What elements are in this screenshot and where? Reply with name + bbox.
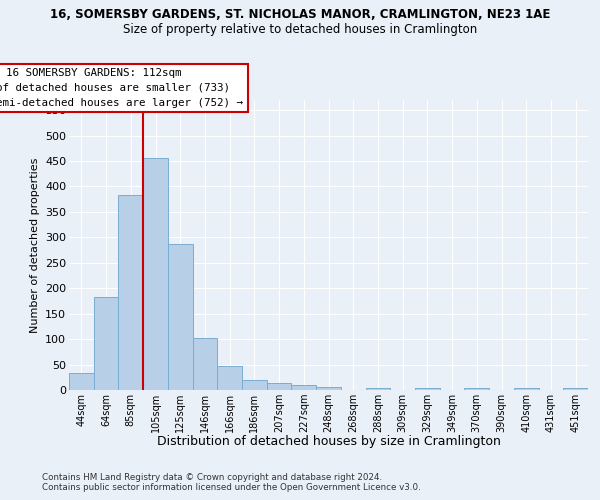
Bar: [464, 388, 489, 390]
Text: 16, SOMERSBY GARDENS, ST. NICHOLAS MANOR, CRAMLINGTON, NE23 1AE: 16, SOMERSBY GARDENS, ST. NICHOLAS MANOR…: [50, 8, 550, 20]
Bar: [316, 388, 341, 390]
Bar: [118, 195, 143, 390]
Bar: [193, 338, 217, 390]
Bar: [267, 383, 292, 390]
Bar: [242, 380, 267, 390]
Bar: [514, 388, 539, 390]
Bar: [143, 158, 168, 390]
Text: 16 SOMERSBY GARDENS: 112sqm
← 48% of detached houses are smaller (733)
49% of se: 16 SOMERSBY GARDENS: 112sqm ← 48% of det…: [0, 68, 243, 108]
Text: Size of property relative to detached houses in Cramlington: Size of property relative to detached ho…: [123, 22, 477, 36]
Bar: [168, 244, 193, 390]
Bar: [415, 388, 440, 390]
Bar: [292, 385, 316, 390]
Bar: [69, 373, 94, 390]
Bar: [94, 297, 118, 390]
Bar: [365, 388, 390, 390]
Y-axis label: Number of detached properties: Number of detached properties: [29, 158, 40, 332]
Text: Distribution of detached houses by size in Cramlington: Distribution of detached houses by size …: [157, 435, 501, 448]
Text: Contains HM Land Registry data © Crown copyright and database right 2024.: Contains HM Land Registry data © Crown c…: [42, 472, 382, 482]
Text: Contains public sector information licensed under the Open Government Licence v3: Contains public sector information licen…: [42, 484, 421, 492]
Bar: [563, 388, 588, 390]
Bar: [217, 366, 242, 390]
